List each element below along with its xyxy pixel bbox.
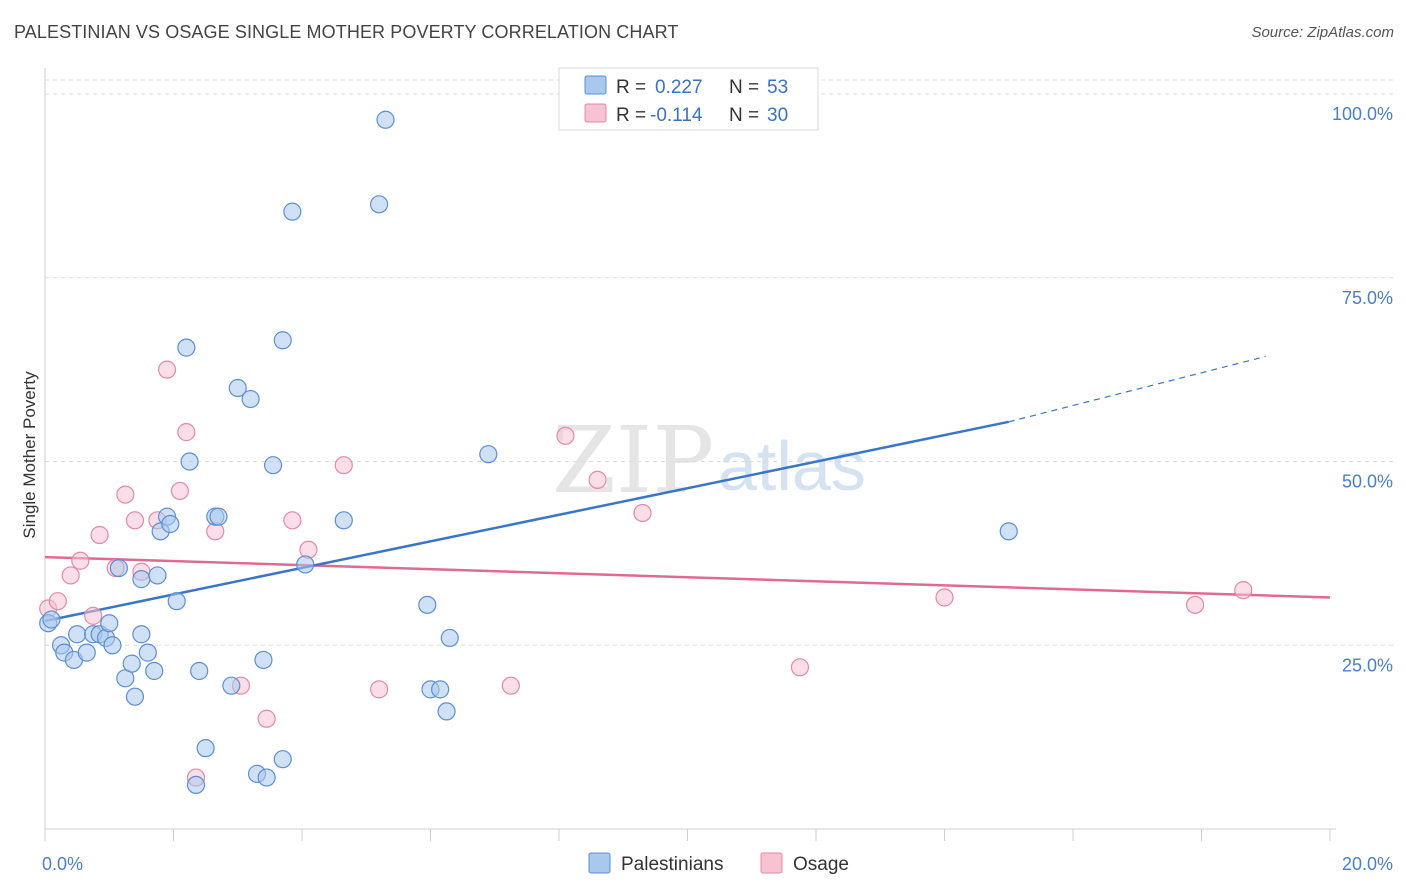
legend-r-label: R = — [616, 77, 646, 98]
osage-point — [157, 360, 177, 379]
palestinians-point — [122, 654, 141, 673]
y-tick-label: 50.0% — [1342, 472, 1393, 492]
palestinians-trend-extension — [1008, 355, 1266, 423]
x-tick-label-min: 0.0% — [42, 854, 83, 874]
palestinians-point — [222, 676, 241, 695]
osage-point — [283, 511, 302, 530]
osage-point — [501, 676, 520, 695]
palestinians-point — [370, 195, 389, 214]
gridlines — [45, 79, 1395, 646]
palestinians-point — [132, 570, 151, 589]
osage-point — [61, 566, 80, 585]
series-legend-label-palestinians: Palestinians — [621, 854, 723, 875]
series-legend: Palestinians Osage — [588, 852, 849, 875]
osage-point — [334, 456, 353, 475]
x-tick-label-max: 20.0% — [1342, 854, 1393, 874]
legend-n-label: N = — [729, 105, 759, 126]
palestinians-point — [241, 389, 260, 409]
palestinians-point — [186, 775, 206, 795]
palestinians-point — [999, 522, 1018, 541]
legend-r-value: -0.114 — [650, 105, 703, 126]
osage-point — [370, 680, 389, 699]
palestinians-point — [437, 702, 456, 721]
legend-r-value: 0.227 — [655, 77, 703, 98]
palestinians-point — [418, 595, 437, 614]
y-tick-label: 75.0% — [1342, 288, 1393, 308]
palestinians-point — [145, 661, 164, 681]
palestinians-point — [132, 625, 151, 644]
palestinians-point — [273, 750, 292, 769]
trend-lines — [44, 355, 1331, 623]
osage-point — [116, 485, 135, 504]
y-tick-labels: 25.0% 50.0% 75.0% 100.0% — [1332, 104, 1393, 675]
palestinians-point — [273, 331, 292, 350]
palestinians-point — [228, 378, 247, 398]
palestinians-point — [167, 592, 186, 611]
osage-point — [1234, 581, 1253, 600]
palestinians-point — [68, 625, 87, 644]
palestinians-point — [263, 456, 283, 475]
palestinians-trend-line — [44, 420, 1010, 623]
axes — [44, 68, 1336, 841]
legend-n-value: 53 — [767, 77, 788, 98]
y-tick-label: 100.0% — [1332, 104, 1393, 124]
osage-point — [71, 551, 90, 570]
palestinians-point — [109, 558, 128, 578]
palestinians-point — [138, 643, 157, 662]
osage-point — [935, 588, 954, 607]
palestinians-point — [440, 628, 459, 648]
palestinians-point — [190, 661, 209, 681]
palestinians-point — [376, 110, 395, 129]
osage-point — [84, 606, 103, 625]
palestinians-point — [103, 636, 122, 655]
osage-point — [257, 709, 276, 728]
palestinians-point — [196, 739, 215, 758]
chart-title: PALESTINIAN VS OSAGE SINGLE MOTHER POVER… — [14, 22, 679, 42]
osage-point — [556, 426, 575, 445]
palestinians-point — [42, 610, 61, 629]
palestinians-point — [125, 687, 145, 706]
osage-point — [299, 540, 318, 559]
palestinians-point — [431, 680, 450, 699]
osage-point — [633, 503, 652, 523]
palestinians-point — [296, 555, 315, 574]
palestinians-point — [479, 445, 498, 464]
osage-point — [125, 511, 145, 530]
osage-trend-line — [44, 555, 1331, 599]
osage-point — [90, 525, 109, 545]
palestinians-point — [254, 650, 273, 670]
palestinians-point — [257, 768, 276, 787]
osage-point — [48, 592, 67, 611]
palestinians-point — [161, 514, 180, 534]
palestinians-point — [180, 452, 199, 471]
osage-point — [790, 658, 810, 677]
legend-n-value: 30 — [767, 105, 788, 126]
watermark-zip: ZIP — [552, 407, 714, 514]
y-axis-label: Single Mother Poverty — [20, 371, 39, 539]
watermark: ZIP atlas — [552, 407, 866, 514]
legend-r-label: R = — [616, 105, 646, 126]
osage-point — [177, 423, 196, 442]
legend: R = 0.227 N = 53 R = -0.114 N = 30 — [558, 67, 819, 131]
legend-n-label: N = — [729, 77, 759, 98]
palestinians-point — [283, 202, 302, 221]
palestinians-point — [209, 507, 228, 526]
source-credit: Source: ZipAtlas.com — [1251, 24, 1394, 41]
series-legend-swatch-palestinians — [588, 852, 611, 874]
legend-swatch-osage — [584, 103, 607, 123]
palestinians-point — [100, 614, 119, 633]
palestinians-point — [77, 643, 96, 662]
legend-swatch-palestinians — [584, 75, 607, 95]
osage-point — [170, 481, 190, 501]
osage-point — [588, 470, 607, 489]
palestinians-point — [334, 511, 353, 530]
palestinians-point — [148, 566, 167, 585]
series-legend-label-osage: Osage — [793, 854, 849, 875]
palestinians-point — [177, 338, 196, 357]
y-tick-label: 25.0% — [1342, 655, 1393, 675]
osage-point — [1185, 595, 1205, 614]
palestinians-points — [39, 110, 1018, 795]
series-legend-swatch-osage — [760, 852, 783, 874]
